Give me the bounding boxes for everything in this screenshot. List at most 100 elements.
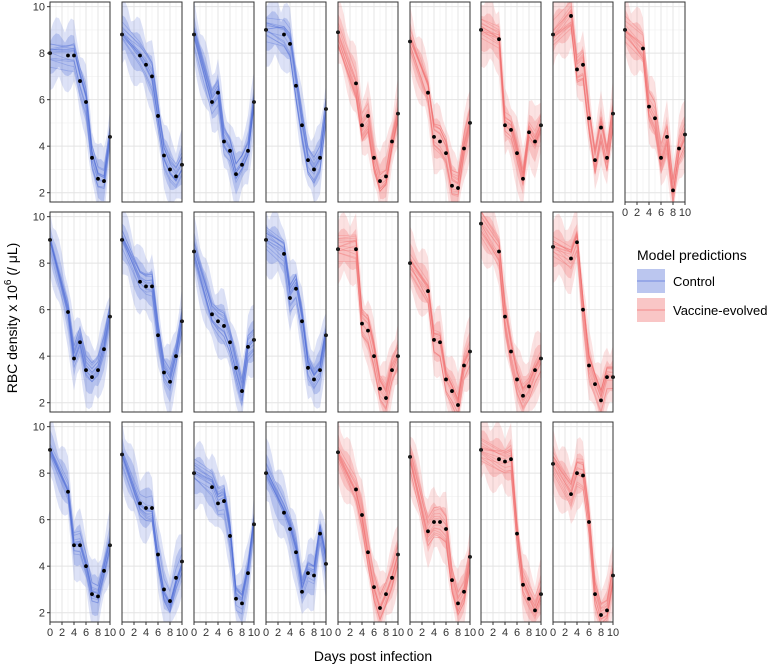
prediction-trajectory: [338, 245, 398, 391]
prediction-trajectory: [338, 38, 398, 192]
prediction-trajectory: [410, 263, 470, 412]
prediction-trajectory: [122, 458, 182, 605]
y-tick-label: 8: [39, 468, 45, 480]
prediction-trajectory: [266, 475, 326, 584]
observed-point: [641, 46, 645, 51]
prediction-trajectory: [194, 35, 254, 181]
outer-prediction-band: [266, 437, 326, 614]
observed-point: [575, 67, 579, 72]
panel-r1-c4: [336, 211, 400, 413]
inner-prediction-band: [338, 228, 398, 412]
observed-point: [102, 179, 106, 183]
observed-point: [90, 592, 94, 596]
prediction-layer: [553, 2, 613, 190]
prediction-trajectory: [194, 474, 254, 600]
observed-point: [84, 564, 88, 569]
prediction-layer: [625, 2, 685, 202]
observed-point: [438, 340, 442, 345]
prediction-trajectory: [194, 33, 254, 179]
panel-border: [193, 1, 255, 203]
prediction-trajectory: [266, 239, 326, 377]
observed-point: [150, 74, 154, 79]
prediction-trajectory: [481, 437, 541, 612]
prediction-trajectory: [122, 240, 182, 392]
inner-prediction-band: [410, 445, 470, 622]
prediction-trajectory: [553, 25, 613, 175]
prediction-trajectory: [122, 33, 182, 165]
prediction-trajectory: [50, 57, 110, 182]
observed-point: [138, 53, 142, 58]
observed-point: [575, 240, 579, 245]
observed-point: [318, 531, 322, 536]
prediction-trajectory: [338, 239, 398, 386]
panel-r1-c2: [192, 211, 256, 413]
prediction-layer: [50, 212, 110, 410]
prediction-trajectory: [553, 459, 613, 621]
prediction-trajectory: [50, 240, 110, 380]
prediction-trajectory: [122, 236, 182, 371]
observed-point: [605, 155, 609, 160]
prediction-trajectory: [338, 235, 398, 391]
prediction-trajectory: [194, 246, 254, 380]
inner-prediction-band: [194, 457, 254, 622]
observed-point: [222, 324, 226, 328]
panel-r1-c6: [479, 211, 543, 413]
prediction-trajectory: [122, 237, 182, 371]
outer-prediction-band: [122, 422, 182, 622]
observed-point: [240, 162, 244, 167]
panel-border: [193, 421, 255, 623]
prediction-trajectory: [122, 453, 182, 613]
prediction-trajectory: [553, 232, 613, 393]
observed-point: [503, 314, 507, 319]
panel-border: [49, 211, 111, 413]
observed-point: [288, 41, 292, 46]
prediction-trajectory: [50, 43, 110, 170]
prediction-trajectory: [50, 66, 110, 188]
observed-point: [210, 100, 214, 104]
prediction-trajectory: [194, 251, 254, 402]
observed-point: [378, 606, 382, 610]
prediction-trajectory: [122, 462, 182, 611]
panel-r0-c1: [120, 1, 184, 203]
prediction-trajectory: [266, 469, 326, 599]
observed-point: [318, 155, 322, 160]
prediction-trajectory: [410, 50, 470, 196]
outer-prediction-band: [194, 2, 254, 202]
y-tick-label: 6: [39, 515, 45, 527]
prediction-trajectory: [50, 448, 110, 594]
observed-point: [426, 529, 430, 534]
prediction-trajectory: [481, 236, 541, 408]
prediction-trajectory: [266, 29, 326, 185]
prediction-trajectory: [338, 37, 398, 190]
prediction-layer: [410, 436, 470, 622]
prediction-trajectory: [410, 48, 470, 193]
prediction-trajectory: [410, 40, 470, 177]
prediction-trajectory: [625, 30, 685, 185]
panel-r2-c7: 0 2 4 6 8 10: [550, 421, 619, 639]
panel-border: [265, 211, 327, 413]
observed-point: [72, 543, 76, 548]
y-tick-label: 2: [39, 608, 45, 620]
observed-point: [390, 139, 394, 144]
y-axis-title-main: RBC density x 10: [4, 285, 20, 393]
prediction-trajectory: [553, 24, 613, 174]
prediction-trajectory: [194, 34, 254, 166]
prediction-trajectory: [338, 237, 398, 394]
observed-point: [587, 520, 591, 524]
prediction-trajectory: [481, 222, 541, 389]
observed-point: [438, 139, 442, 144]
x-tick-label: 6: [658, 207, 664, 219]
x-tick-label: 2: [347, 627, 353, 639]
prediction-trajectory: [338, 452, 398, 616]
prediction-trajectory: [266, 29, 326, 182]
observed-point: [456, 403, 460, 407]
prediction-trajectory: [194, 472, 254, 602]
observed-point: [450, 578, 454, 583]
prediction-trajectory: [122, 239, 182, 377]
observed-point: [282, 32, 286, 37]
observed-point: [533, 608, 537, 613]
observed-point: [444, 377, 448, 382]
prediction-trajectory: [338, 44, 398, 190]
prediction-trajectory: [410, 460, 470, 610]
